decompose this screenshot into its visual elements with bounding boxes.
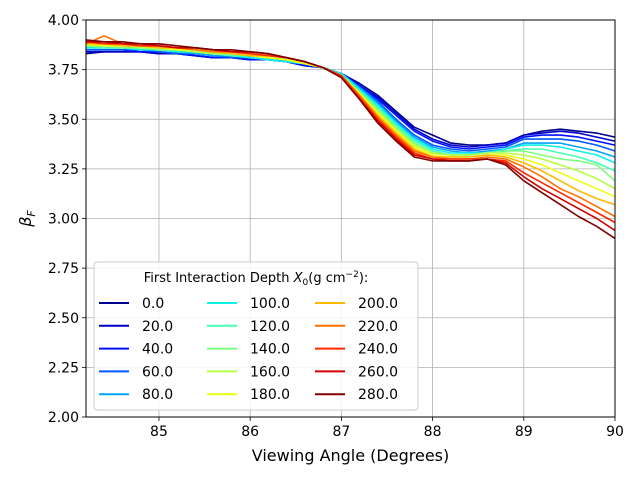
legend-label: 160.0 — [250, 364, 290, 380]
y-tick-label: 3.75 — [48, 63, 79, 79]
y-tick-label: 3.00 — [48, 212, 79, 228]
x-tick-label: 87 — [332, 424, 350, 440]
legend-label: 0.0 — [142, 296, 164, 312]
axis-ticks: 85 86 87 88 89 90 2.00 2.25 2.50 2.75 3.00 3.25 3.50… — [48, 13, 624, 440]
legend-items: 0.0 20.0 40.0 60.0 80.0 100.0 120.0 140.0 160.0 1… — [99, 296, 398, 403]
y-tick-label: 2.75 — [48, 261, 79, 277]
x-tick-label: 86 — [241, 424, 259, 440]
x-tick-label: 90 — [606, 424, 624, 440]
legend-label: 80.0 — [142, 387, 173, 403]
legend-label: 220.0 — [358, 319, 398, 335]
y-tick-label: 3.25 — [48, 162, 79, 178]
y-axis-label: βF — [16, 210, 38, 228]
series-line-280.0 — [85, 39, 616, 240]
series-line-100.0 — [86, 47, 616, 164]
x-axis-label: Viewing Angle (Degrees) — [252, 446, 449, 465]
legend-label: 20.0 — [142, 319, 173, 335]
legend-label: 120.0 — [250, 319, 290, 335]
x-tick-label: 88 — [424, 424, 442, 440]
x-tick-label: 89 — [515, 424, 533, 440]
legend-label: 200.0 — [358, 296, 398, 312]
legend-label: 180.0 — [250, 387, 290, 403]
legend-box — [93, 261, 419, 411]
y-tick-label: 2.00 — [48, 410, 79, 426]
legend-label: 280.0 — [358, 387, 398, 403]
legend-label: 100.0 — [250, 296, 290, 312]
legend: First Interaction Depth X0(g cm−2): 0.0 2… — [93, 261, 419, 411]
legend-title: First Interaction Depth X0(g cm−2): — [144, 270, 369, 288]
legend-label: 40.0 — [142, 342, 173, 358]
x-tick-label: 85 — [150, 424, 168, 440]
y-tick-label: 3.50 — [48, 112, 79, 128]
legend-label: 60.0 — [142, 364, 173, 380]
legend-label: 140.0 — [250, 342, 290, 358]
y-tick-label: 2.50 — [48, 311, 79, 327]
series-lines — [85, 35, 616, 240]
legend-label: 240.0 — [358, 342, 398, 358]
legend-label: 260.0 — [358, 364, 398, 380]
y-tick-label: 2.25 — [48, 360, 79, 376]
y-tick-label: 4.00 — [48, 13, 79, 29]
